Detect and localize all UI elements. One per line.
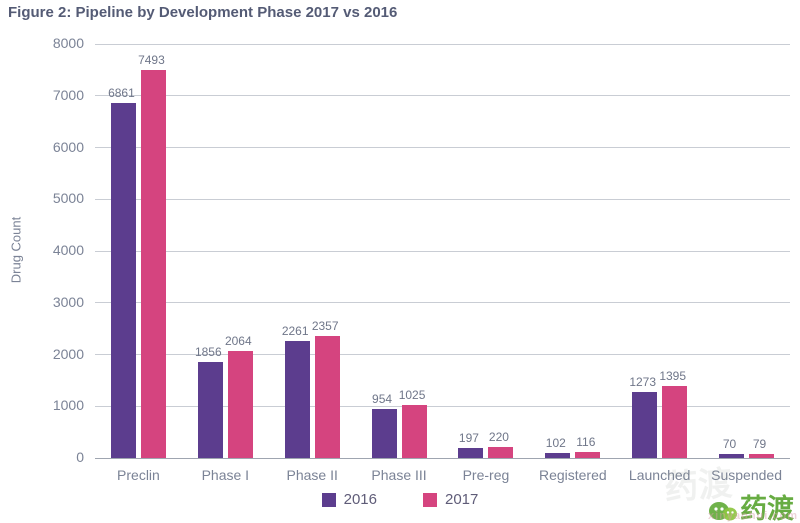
x-axis-label: Suspended (711, 467, 782, 483)
x-axis-label: Phase I (201, 467, 250, 483)
x-axis-label: Phase II (286, 467, 338, 483)
value-label-2017: 116 (576, 434, 596, 449)
y-axis-tick-label: 7000 (52, 86, 84, 103)
x-axis-line (95, 457, 790, 459)
bar-2017-phase-ii (314, 336, 340, 458)
value-label-2017: 220 (488, 429, 509, 444)
value-label-2016: 70 (722, 437, 737, 452)
value-label-2016: 6861 (108, 85, 135, 100)
y-gridline (95, 250, 790, 252)
y-axis-tick-label: 2000 (52, 345, 84, 362)
bar-2017-registered (575, 451, 601, 458)
y-axis-tick-label: 8000 (52, 35, 84, 51)
chart-title: Figure 2: Pipeline by Development Phase … (8, 4, 398, 21)
value-label-2017: 2357 (311, 319, 339, 334)
legend: 2016 2017 (0, 491, 800, 508)
value-label-2016: 197 (458, 430, 479, 445)
x-axis-label: Pre-reg (462, 467, 510, 483)
value-label-2016: 1856 (194, 344, 222, 359)
watermark-site-text: xinyaohui.com (707, 510, 798, 522)
bar-2016-phase-iii (371, 408, 397, 458)
legend-swatch-2017 (423, 492, 437, 507)
y-axis-tick-label: 3000 (52, 293, 84, 310)
y-axis-tick-label: 0 (76, 449, 84, 465)
value-label-2016: 1273 (629, 375, 657, 390)
bar-2016-phase-ii (284, 340, 310, 458)
y-gridline (95, 354, 790, 355)
y-gridline (95, 95, 790, 97)
bar-2016-preclin (110, 102, 136, 458)
bar-2017-pre-reg (488, 446, 514, 458)
bar-2016-pre-reg (458, 447, 484, 458)
value-label-2017: 1395 (659, 368, 687, 383)
value-label-2017: 2064 (224, 334, 252, 349)
bar-2016-suspended (719, 454, 745, 458)
y-gridline (95, 198, 790, 200)
value-label-2017: 79 (752, 436, 767, 451)
bar-2017-preclin (140, 70, 166, 458)
value-label-2016: 2261 (281, 323, 309, 338)
x-axis-label: Preclin (117, 467, 160, 483)
legend-label-2017: 2017 (445, 491, 479, 508)
bar-2016-phase-i (197, 361, 223, 458)
bar-2017-phase-iii (401, 404, 427, 458)
value-label-2016: 102 (545, 435, 566, 450)
legend-item-2017: 2017 (423, 491, 478, 508)
y-axis-tick-label: 5000 (52, 190, 84, 207)
y-axis-tick-label: 6000 (52, 138, 84, 155)
y-gridline (95, 43, 790, 45)
value-label-2017: 7493 (138, 53, 165, 68)
y-gridline (95, 302, 790, 304)
legend-item-2016: 2016 (321, 491, 377, 508)
watermark: 药渡 (708, 496, 794, 523)
y-axis-tick-label: 1000 (52, 397, 84, 414)
bar-2016-registered (545, 452, 571, 458)
y-axis-tick-label: 4000 (52, 242, 84, 258)
value-label-2016: 954 (372, 391, 393, 406)
watermark-logo-text: 药渡 (740, 494, 794, 523)
bar-2017-suspended (749, 453, 775, 458)
watermark-mascot-icon (709, 501, 737, 520)
x-axis-label: Registered (538, 467, 607, 483)
value-label-2017: 1025 (398, 387, 426, 402)
x-axis-label: Launched (628, 467, 691, 483)
bar-2016-launched (632, 392, 658, 458)
legend-swatch-2016 (321, 492, 336, 507)
y-gridline (95, 147, 790, 148)
y-gridline (95, 405, 790, 407)
legend-label-2016: 2016 (343, 491, 377, 508)
x-axis-label: Phase III (371, 467, 427, 483)
bar-2017-phase-i (227, 351, 253, 458)
bar-2017-launched (662, 385, 688, 458)
